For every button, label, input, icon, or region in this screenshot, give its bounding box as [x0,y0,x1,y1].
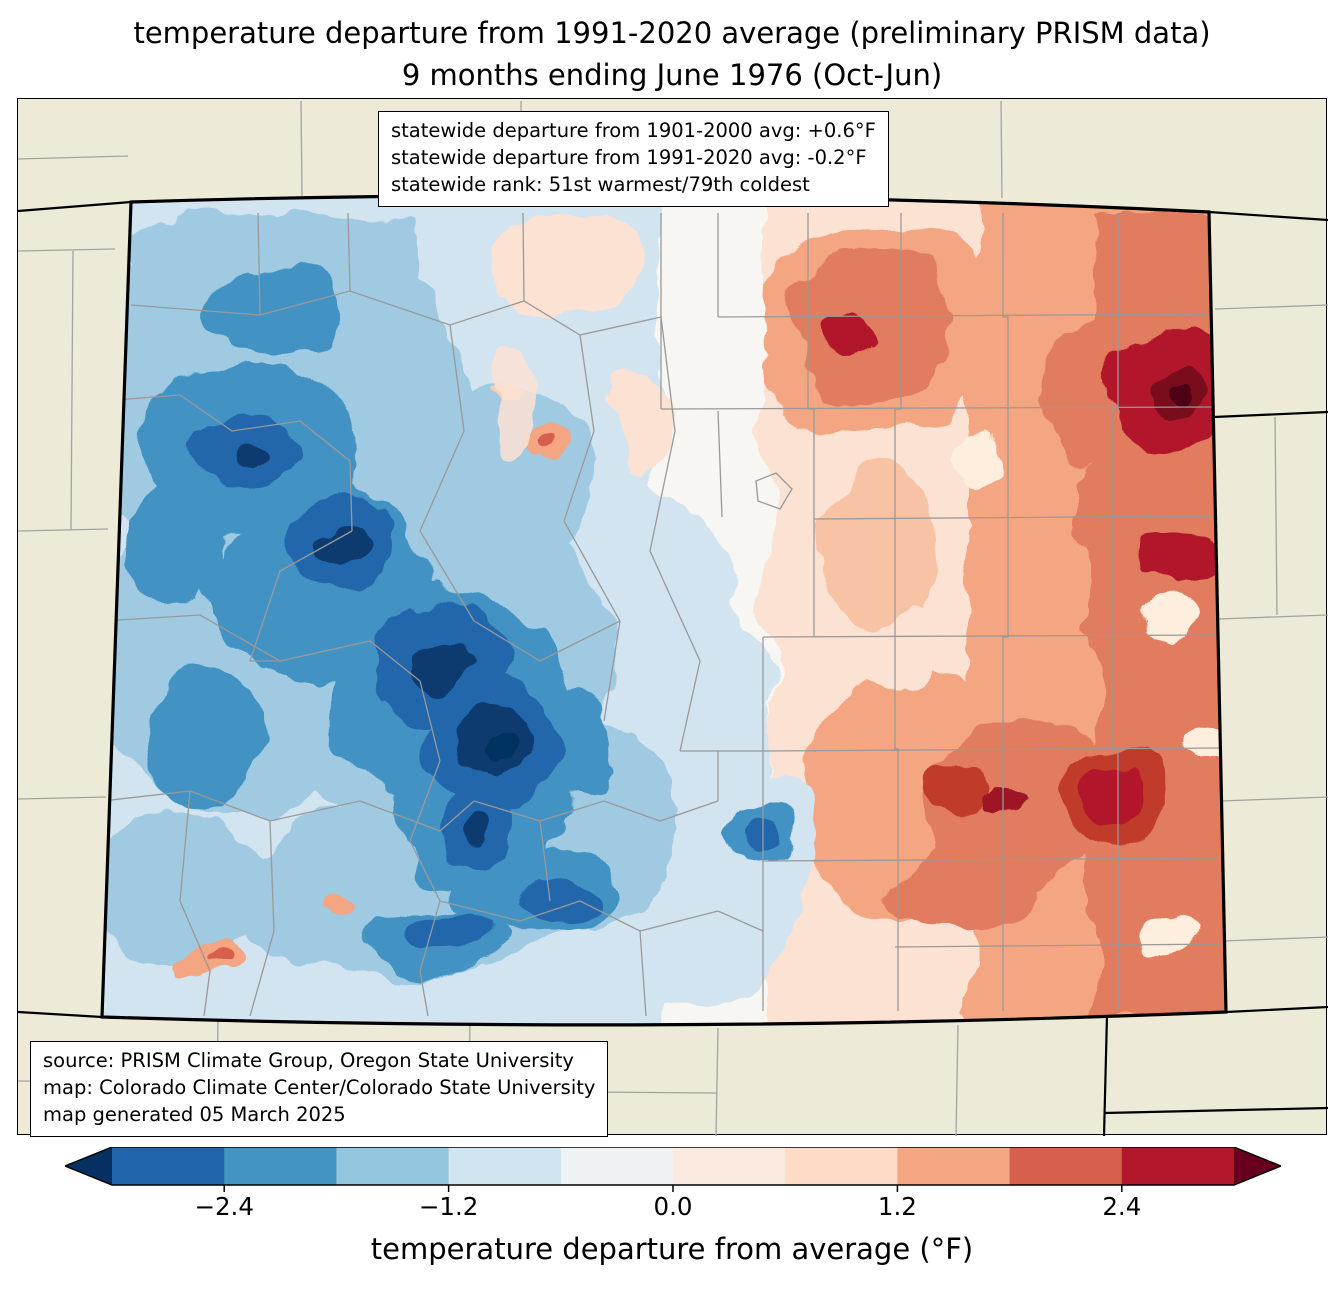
statistics-box: statewide departure from 1901-2000 avg: … [378,111,889,207]
colorbar-gradient [63,1146,1283,1192]
chart-title: temperature departure from 1991-2020 ave… [0,12,1344,96]
source-line-2: map: Colorado Climate Center/Colorado St… [43,1075,596,1099]
colorado-map [18,100,1328,1136]
colorbar-tick-label: 2.4 [1102,1192,1142,1221]
county-lines [102,212,1226,1017]
source-box: source: PRISM Climate Group, Oregon Stat… [30,1041,609,1137]
source-line-1: source: PRISM Climate Group, Oregon Stat… [43,1049,574,1072]
stat-line-1: statewide departure from 1901-2000 avg: … [391,119,876,142]
title-line-2: 9 months ending June 1976 (Oct-Jun) [401,58,943,93]
colorbar [63,1146,1283,1193]
colorbar-tick-label: 0.0 [653,1192,693,1221]
colorbar-tick-label: −2.4 [194,1192,254,1221]
stat-line-2: statewide departure from 1991-2020 avg: … [391,145,867,169]
stat-line-3: statewide rank: 51st warmest/79th coldes… [391,172,810,196]
map-axes [17,98,1328,1136]
title-line-1: temperature departure from 1991-2020 ave… [133,16,1211,50]
colorbar-tick-labels: −2.4 −1.2 0.0 1.2 2.4 [65,1192,1281,1222]
neighbor-state-borders [18,200,1328,1136]
colorbar-tick-label: 1.2 [877,1192,917,1221]
source-line-3: map generated 05 March 2025 [43,1102,346,1126]
temperature-field [102,195,1226,1025]
colorbar-tick-label: −1.2 [418,1192,479,1221]
colorbar-axis-label: temperature departure from average (°F) [370,1232,974,1266]
